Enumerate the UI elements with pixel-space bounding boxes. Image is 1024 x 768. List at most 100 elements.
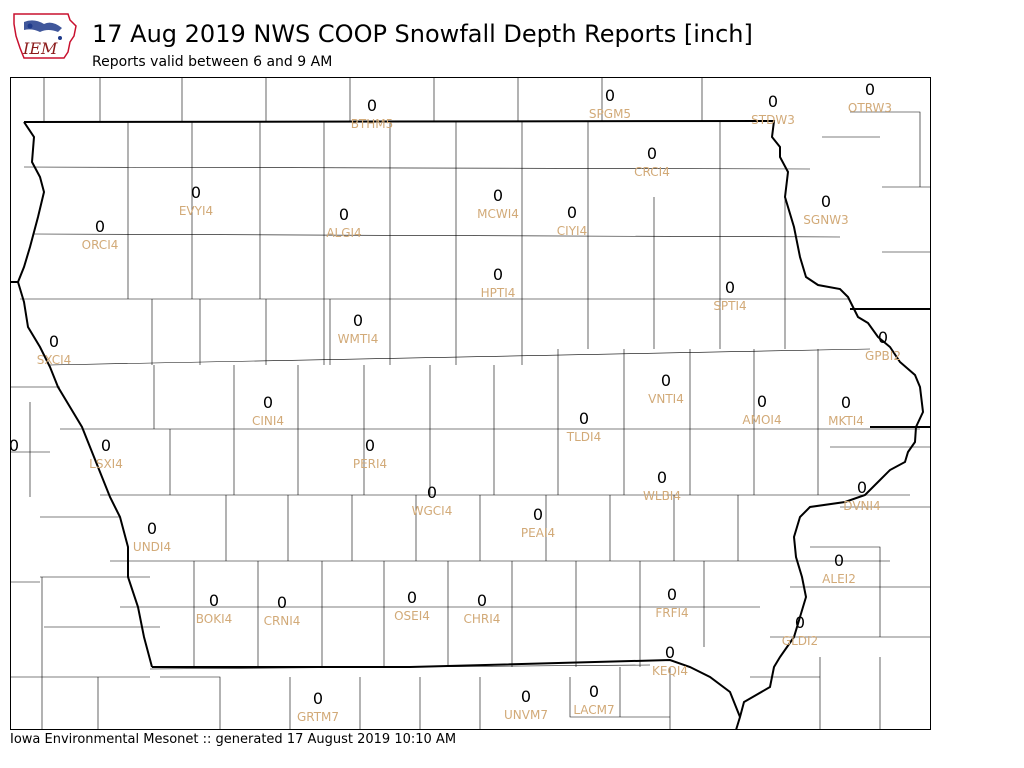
station-marker: 0 WLBI4 [643,468,681,503]
station-id-label: DVNI4 [843,499,880,513]
station-value: 0 [10,436,19,455]
station-value: 0 [277,593,287,612]
station-id-label: CINI4 [252,414,284,428]
station-value: 0 [365,436,375,455]
station-id-label: ALEI2 [822,572,856,586]
station-marker: 0 PERI4 [353,436,387,471]
station-marker: 0 EVYI4 [179,183,213,218]
station-value: 0 [493,186,503,205]
station-value: 0 [757,392,767,411]
station-value: 0 [657,468,667,487]
station-marker: 0 WMTI4 [338,311,379,346]
station-value: 0 [834,551,844,570]
station-value: 0 [95,217,105,236]
station-layer: 0 BTHM5 0 SPGM5 0 STDW3 0 OTRW3 0 CRCI4 0 EVYI4 0 MCW… [9,80,901,724]
station-marker: 0 ORCI4 [82,217,119,252]
station-id-label: VNTI4 [648,392,684,406]
station-id-label: ORCI4 [82,238,119,252]
station-marker: 0 GLDI2 [782,613,818,648]
station-value: 0 [795,613,805,632]
station-id-label: MCWI4 [477,207,519,221]
station-value: 0 [821,192,831,211]
station-id-label: UNDI4 [133,540,171,554]
station-value: 0 [589,682,599,701]
station-value: 0 [857,478,867,497]
station-value: 0 [647,144,657,163]
station-marker: 0 CRNI4 [264,593,301,628]
station-value: 0 [147,519,157,538]
station-marker: 0 GRTM7 [297,689,339,724]
station-marker: 0 MCWI4 [477,186,519,221]
station-id-label: BOKI4 [196,612,233,626]
station-marker: 0 CINI4 [252,393,284,428]
station-id-label: OSEI4 [394,609,430,623]
logo-text: IEM [22,39,58,58]
station-value: 0 [101,436,111,455]
station-value: 0 [661,371,671,390]
station-marker: 0 SGNW3 [803,192,848,227]
station-value: 0 [725,278,735,297]
station-marker: 0 STDW3 [751,92,795,127]
map-panel[interactable]: 0 BTHM5 0 SPGM5 0 STDW3 0 OTRW3 0 CRCI4 0 EVYI4 0 MCW… [9,77,931,731]
station-value: 0 [209,591,219,610]
iowa-county-map[interactable]: 0 BTHM5 0 SPGM5 0 STDW3 0 OTRW3 0 CRCI4 0 EVYI4 0 MCW… [9,77,931,731]
station-id-label: MKTI4 [828,414,864,428]
station-marker: 0 UNDI4 [133,519,171,554]
station-marker: 0 BTHM5 [351,96,394,131]
station-id-label: HPTI4 [481,286,516,300]
station-marker: 0 LACM7 [573,682,614,717]
station-value: 0 [533,505,543,524]
station-id-label: KEQI4 [652,664,688,678]
station-id-label: WLBI4 [643,489,681,503]
station-value: 0 [768,92,778,111]
station-marker: 0 SPTI4 [713,278,746,313]
iowa-state-logo-icon: IEM [13,13,77,59]
station-value: 0 [191,183,201,202]
state-borders [10,119,930,731]
station-id-label: CRCI4 [634,165,670,179]
station-value: 0 [605,86,615,105]
station-id-label: PERI4 [353,457,387,471]
station-value: 0 [521,687,531,706]
station-marker: 0 AMOI4 [742,392,781,427]
station-marker: 0 CIYI4 [557,203,587,238]
station-marker: 0 OSEI4 [394,588,430,623]
station-id-label: WGCI4 [412,504,453,518]
station-marker: 0 KEQI4 [652,643,688,678]
station-id-label: CIYI4 [557,224,587,238]
station-marker: 0 HPTI4 [481,265,516,300]
station-marker: 0 LSXI4 [89,436,123,471]
station-marker: 0 WGCI4 [412,483,453,518]
station-value: 0 [579,409,589,428]
station-value: 0 [407,588,417,607]
station-value: 0 [477,591,487,610]
station-id-label: GPBI2 [865,349,901,363]
station-marker: 0 CHRI4 [464,591,501,626]
station-id-label: CRNI4 [264,614,301,628]
station-id-label: WMTI4 [338,332,379,346]
station-id-label: GRTM7 [297,710,339,724]
station-id-label: PEAI4 [521,526,555,540]
station-marker: 0 MKTI4 [828,393,864,428]
station-marker: 0 VNTI4 [648,371,684,406]
station-marker: 0 ALEI2 [822,551,856,586]
station-value: 0 [665,643,675,662]
station-id-label: GLDI2 [782,634,818,648]
station-marker: 0 DVNI4 [843,478,880,513]
station-value: 0 [339,205,349,224]
map-title: 17 Aug 2019 NWS COOP Snowfall Depth Repo… [92,20,753,48]
station-marker: 0 UNVM7 [504,687,548,722]
county-borders [10,77,930,730]
station-id-label: ALGI4 [326,226,361,240]
station-marker: 0 ALGI4 [326,205,361,240]
station-value: 0 [49,332,59,351]
station-id-label: LSXI4 [89,457,123,471]
station-id-label: FRFI4 [655,606,688,620]
station-value: 0 [841,393,851,412]
station-id-label: UNVM7 [504,708,548,722]
station-marker: 0 BOKI4 [196,591,233,626]
station-marker: 0 PEAI4 [521,505,555,540]
station-value: 0 [567,203,577,222]
station-id-label: LACM7 [573,703,614,717]
station-marker: 0 TLDI4 [566,409,601,444]
